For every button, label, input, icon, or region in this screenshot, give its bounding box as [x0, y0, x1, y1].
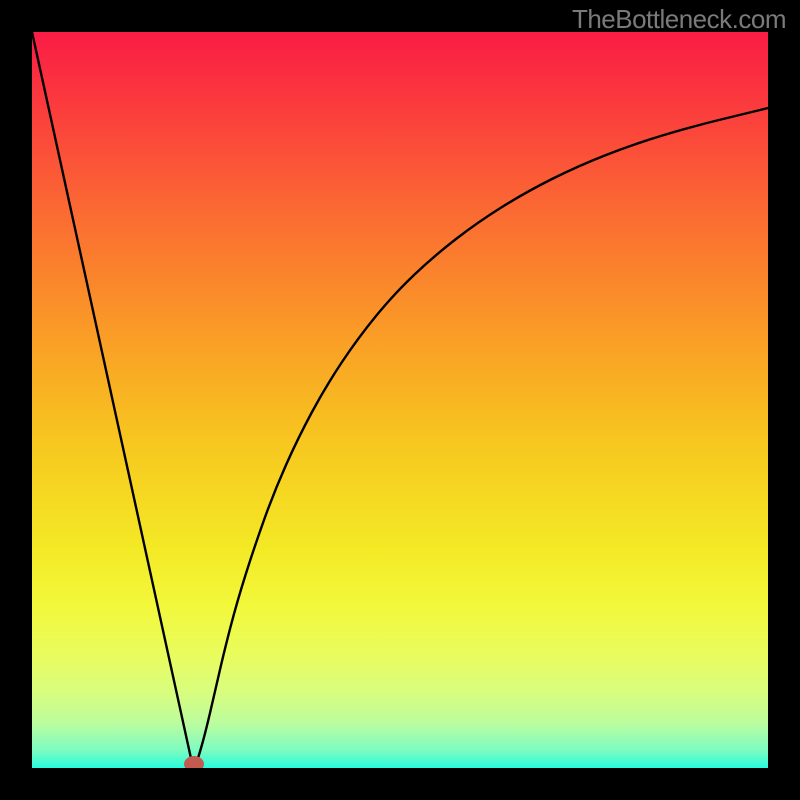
minimum-marker — [184, 756, 204, 768]
plot-area — [32, 32, 768, 768]
bottleneck-curve — [32, 32, 768, 765]
curve-layer — [32, 32, 768, 768]
chart-container: TheBottleneck.com — [0, 0, 800, 800]
watermark-text: TheBottleneck.com — [572, 4, 786, 35]
